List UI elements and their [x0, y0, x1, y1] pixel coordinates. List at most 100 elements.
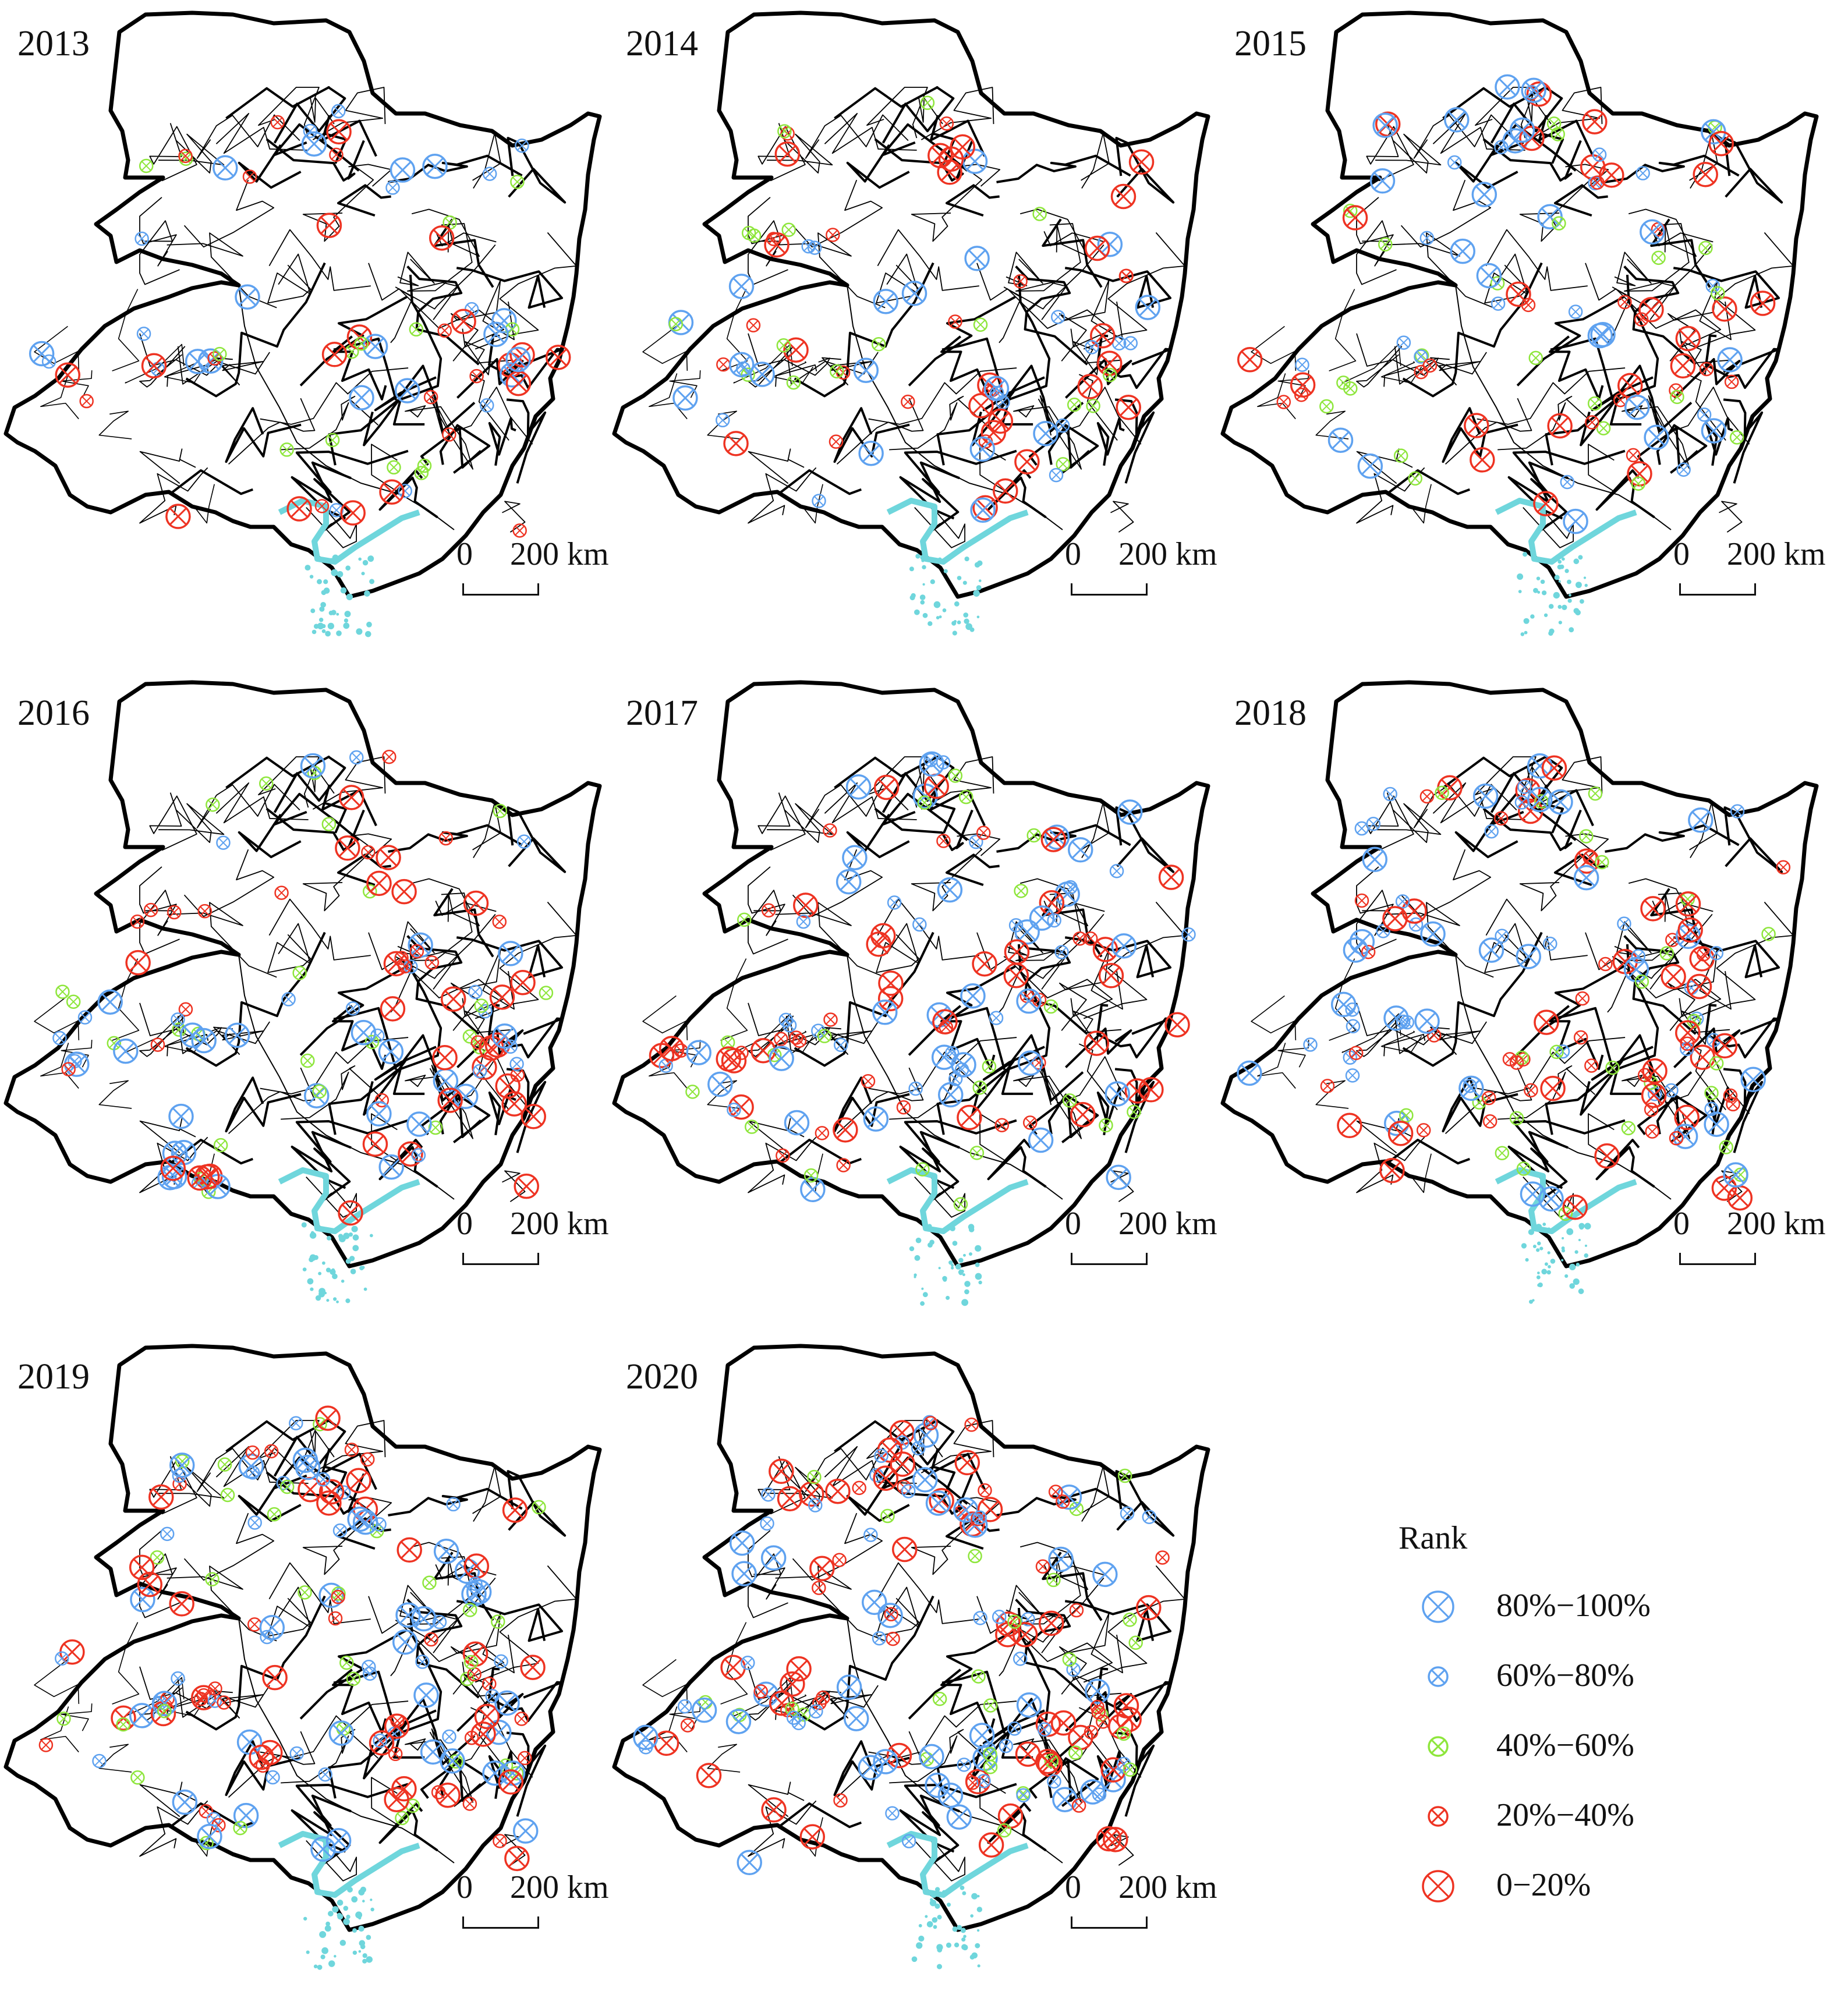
- rank-marker-60-80: [171, 1671, 185, 1686]
- rank-marker-60-80: [1395, 894, 1410, 909]
- rank-marker-20-40: [812, 1581, 826, 1595]
- rank-marker-40-60: [1127, 1104, 1141, 1120]
- island-dot: [1576, 1262, 1580, 1267]
- rank-marker-60-80: [887, 895, 902, 910]
- road-line: [921, 1420, 994, 1473]
- rank-marker-0-20: [978, 1832, 1004, 1858]
- rank-marker-80-100: [1723, 1162, 1748, 1188]
- rank-marker-60-80: [786, 1710, 801, 1725]
- island-dot: [954, 601, 960, 607]
- rank-marker-60-80: [363, 1666, 377, 1681]
- rank-marker-40-60: [807, 1469, 822, 1485]
- road-line: [945, 184, 1000, 217]
- rank-marker-60-80: [1366, 816, 1381, 831]
- island-dot: [361, 1266, 365, 1269]
- rank-marker-40-60: [1509, 1111, 1524, 1126]
- rank-marker-80-100: [729, 1530, 755, 1556]
- road-line: [388, 154, 523, 183]
- rank-marker-40-60: [781, 222, 796, 237]
- island-dot: [976, 560, 983, 566]
- rank-marker-0-20: [1712, 1033, 1738, 1059]
- road-line: [833, 407, 910, 463]
- road-line: [908, 296, 1016, 387]
- rank-marker-0-20: [1012, 1622, 1038, 1648]
- rank-marker-80-100: [304, 1083, 330, 1108]
- rank-marker-80-100: [300, 753, 326, 779]
- island-dot: [327, 1235, 332, 1241]
- rank-marker-80-100: [969, 436, 996, 462]
- island-dot: [336, 630, 342, 636]
- rank-marker-80-100: [836, 869, 862, 895]
- rank-marker-80-100: [1414, 1008, 1440, 1034]
- island-dot: [963, 1935, 967, 1938]
- road-line: [363, 376, 437, 447]
- road-line: [1454, 144, 1518, 189]
- rank-marker-20-40: [823, 823, 837, 838]
- island-dot: [331, 1268, 335, 1272]
- coastline: [278, 1167, 420, 1303]
- rank-marker-60-80: [480, 398, 494, 413]
- rank-marker-40-60: [1319, 399, 1334, 414]
- rank-marker-20-40: [150, 1037, 165, 1052]
- rank-marker-40-60: [217, 1457, 232, 1472]
- region-map: [612, 1344, 1210, 1969]
- island-dot: [918, 1923, 922, 1928]
- island-dot: [951, 1264, 954, 1267]
- coast-line: [278, 1167, 420, 1234]
- rank-marker-20-40: [1084, 1725, 1099, 1740]
- rank-marker-20-40: [1071, 1798, 1086, 1813]
- legend-marker: [1422, 1590, 1454, 1623]
- rank-marker-80-100: [1537, 204, 1563, 229]
- rank-marker-0-20: [321, 342, 348, 367]
- island-dot: [963, 612, 969, 618]
- rank-marker-0-20: [696, 1763, 722, 1788]
- rank-marker-40-60: [685, 1085, 700, 1099]
- rank-marker-20-40: [753, 1684, 769, 1699]
- island-dot: [317, 1964, 323, 1970]
- island-dot: [328, 610, 334, 615]
- rank-marker-60-80: [289, 1746, 304, 1761]
- rank-marker-0-20: [249, 1744, 274, 1770]
- rank-marker-0-20: [1164, 1012, 1190, 1038]
- rank-marker-20-40: [1069, 1603, 1084, 1618]
- island-dot: [1517, 573, 1524, 580]
- road-line: [1115, 806, 1175, 873]
- rank-marker-40-60: [213, 346, 227, 362]
- island-dot: [332, 554, 339, 561]
- road-line: [185, 262, 326, 398]
- island-dot: [925, 1915, 928, 1918]
- scale-bar-zero: 0: [1065, 536, 1081, 572]
- rank-marker-80-100: [1357, 453, 1383, 479]
- island-dot: [975, 1273, 982, 1280]
- road-line: [268, 898, 371, 961]
- rank-marker-0-20: [362, 1131, 388, 1157]
- road-line: [720, 1622, 748, 1705]
- island-dot: [362, 1900, 365, 1903]
- rank-marker-0-20: [1128, 149, 1155, 175]
- road-line: [1477, 1037, 1626, 1094]
- rank-marker-80-100: [937, 1082, 964, 1108]
- road-line: [1064, 267, 1172, 309]
- rank-marker-20-40: [329, 147, 344, 162]
- island-dot: [332, 1273, 338, 1280]
- road-line: [904, 1119, 1017, 1202]
- rank-marker-0-20: [1077, 374, 1103, 399]
- road-line: [846, 813, 910, 859]
- rank-marker-0-20: [437, 1087, 463, 1113]
- rank-marker-60-80: [1631, 949, 1646, 963]
- rank-marker-60-80: [1592, 147, 1607, 162]
- road-line: [1072, 338, 1122, 375]
- road-line: [904, 1783, 1017, 1865]
- island-dot: [1543, 613, 1548, 617]
- road-line: [488, 1086, 516, 1136]
- island-dot: [343, 1905, 349, 1911]
- rank-marker-0-20: [809, 1556, 835, 1582]
- road-line: [1580, 1046, 1654, 1116]
- scale-bar-zero: 0: [456, 536, 473, 572]
- rank-markers: [1237, 753, 1791, 1221]
- road-line: [1402, 931, 1543, 1067]
- rank-marker-20-40: [462, 1797, 477, 1811]
- road-line: [363, 1046, 437, 1116]
- rank-marker-80-100: [1471, 182, 1497, 207]
- rank-marker-40-60: [1709, 1056, 1724, 1071]
